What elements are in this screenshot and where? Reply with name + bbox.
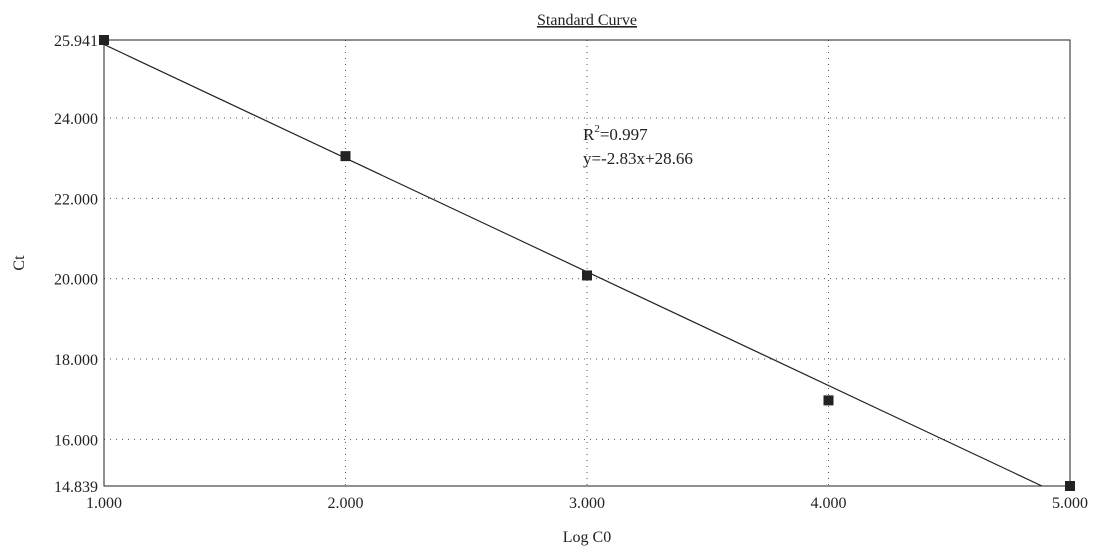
x-axis-label: Log C0 <box>563 529 611 546</box>
r2-value: =0.997 <box>600 125 648 144</box>
r-squared-annotation: R2=0.997 <box>583 123 648 144</box>
regression-equation: y=-2.83x+28.66 <box>583 149 693 168</box>
data-point <box>582 270 592 281</box>
x-tick-label: 3.000 <box>569 495 605 512</box>
y-tick-label: 16.000 <box>54 432 98 449</box>
x-tick-label: 2.000 <box>328 495 364 512</box>
y-tick-label: 25.941 <box>54 33 98 50</box>
y-tick-label: 18.000 <box>54 352 98 369</box>
grid-lines <box>104 40 1070 486</box>
fit-line-group <box>103 43 1043 487</box>
y-tick-labels: 14.839 16.000 18.000 20.000 22.000 24.000 25.9… <box>54 33 98 496</box>
y-tick-label: 20.000 <box>54 272 98 289</box>
y-tick-label: 14.839 <box>54 479 98 496</box>
data-point <box>340 151 351 162</box>
x-tick-label: 4.000 <box>811 495 847 512</box>
x-tick-label: 1.000 <box>86 495 122 512</box>
y-tick-label: 24.000 <box>54 111 98 128</box>
chart-title: Standard Curve <box>537 12 637 29</box>
regression-line <box>103 43 1043 487</box>
plot-frame <box>103 39 1071 487</box>
y-axis-label: Ct <box>11 255 28 271</box>
y-tick-label: 22.000 <box>54 191 98 208</box>
data-point <box>823 395 834 406</box>
x-tick-label: 5.000 <box>1052 495 1088 512</box>
x-tick-labels: 1.000 2.000 3.000 4.000 5.000 <box>86 495 1088 512</box>
r2-prefix: R <box>583 125 595 144</box>
r2-superscript: 2 <box>594 123 600 135</box>
